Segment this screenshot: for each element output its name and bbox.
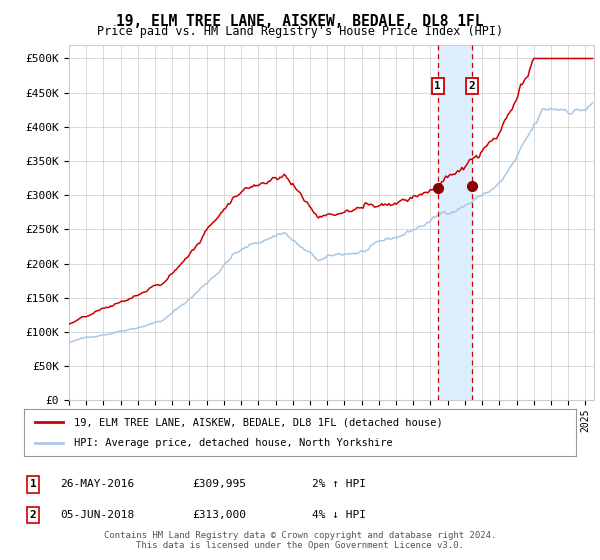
Text: 1: 1	[434, 81, 441, 91]
Text: £309,995: £309,995	[192, 479, 246, 489]
Text: 19, ELM TREE LANE, AISKEW, BEDALE, DL8 1FL (detached house): 19, ELM TREE LANE, AISKEW, BEDALE, DL8 1…	[74, 417, 442, 427]
Bar	[438, 45, 472, 400]
Text: 4% ↓ HPI: 4% ↓ HPI	[312, 510, 366, 520]
Text: HPI: Average price, detached house, North Yorkshire: HPI: Average price, detached house, Nort…	[74, 438, 392, 448]
Text: 2% ↑ HPI: 2% ↑ HPI	[312, 479, 366, 489]
Text: 05-JUN-2018: 05-JUN-2018	[60, 510, 134, 520]
Text: 19, ELM TREE LANE, AISKEW, BEDALE, DL8 1FL: 19, ELM TREE LANE, AISKEW, BEDALE, DL8 1…	[116, 14, 484, 29]
Text: 26-MAY-2016: 26-MAY-2016	[60, 479, 134, 489]
Text: Contains HM Land Registry data © Crown copyright and database right 2024.
This d: Contains HM Land Registry data © Crown c…	[104, 530, 496, 550]
Text: £313,000: £313,000	[192, 510, 246, 520]
Text: 2: 2	[29, 510, 37, 520]
Text: 2: 2	[469, 81, 476, 91]
Text: 1: 1	[29, 479, 37, 489]
Text: Price paid vs. HM Land Registry's House Price Index (HPI): Price paid vs. HM Land Registry's House …	[97, 25, 503, 38]
